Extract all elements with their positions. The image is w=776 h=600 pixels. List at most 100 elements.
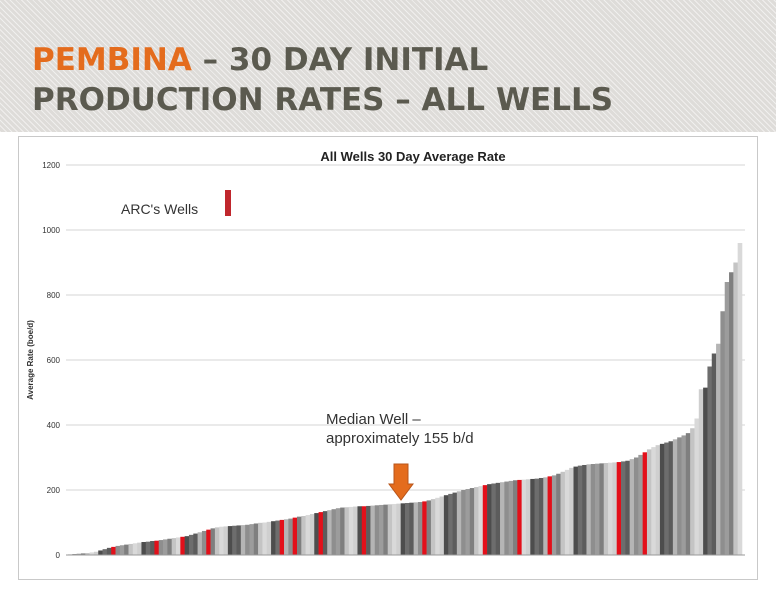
- bar-well: [685, 433, 691, 556]
- slide-title: PEMBINA – 30 DAY INITIAL PRODUCTION RATES…: [32, 40, 613, 120]
- bar-well: [344, 507, 350, 555]
- bar-well: [409, 502, 414, 555]
- chart-title: All Wells 30 Day Average Rate: [320, 149, 505, 164]
- slide-header: PEMBINA – 30 DAY INITIAL PRODUCTION RATES…: [0, 0, 776, 132]
- bar-well: [417, 502, 423, 555]
- bar-well: [253, 523, 259, 555]
- y-tick-label: 0: [56, 551, 61, 560]
- bar-arc-well: [206, 529, 211, 555]
- slide-title-highlight: PEMBINA: [32, 42, 192, 78]
- bar-well: [474, 487, 479, 555]
- y-axis-label: Average Rate (boe/d): [26, 320, 35, 400]
- bar-well: [443, 495, 449, 555]
- bar-arc-well: [111, 546, 116, 556]
- bar-well: [128, 543, 134, 555]
- bar-well: [249, 524, 255, 556]
- bar-well: [284, 519, 289, 555]
- bar-well: [102, 549, 108, 555]
- bar-well: [227, 526, 233, 555]
- bar-well: [89, 552, 95, 555]
- bar-well: [357, 506, 363, 555]
- bar-well: [694, 418, 700, 555]
- bar-well: [534, 478, 540, 556]
- bar-well: [322, 511, 328, 556]
- bar-well: [513, 480, 518, 555]
- bar-well: [439, 496, 445, 555]
- bar-well: [651, 447, 656, 555]
- bar-well: [646, 449, 652, 556]
- bar-well: [223, 526, 229, 555]
- bar-well: [577, 465, 583, 556]
- bar-well: [452, 492, 458, 555]
- bar-well: [469, 488, 475, 555]
- bar-well: [245, 524, 250, 555]
- y-tick-labels: 0 200 400 600 800 1000 1200: [42, 161, 60, 560]
- bar-well: [275, 520, 280, 555]
- bar-well: [633, 457, 639, 555]
- bar-well: [508, 480, 514, 555]
- bar-well: [698, 389, 704, 555]
- bar-well: [448, 493, 453, 555]
- bar-well: [258, 522, 263, 555]
- bar-well: [288, 518, 293, 555]
- bar-arc-well: [517, 479, 522, 555]
- bar-well: [370, 505, 376, 555]
- bar-well: [331, 509, 337, 555]
- bar-well: [296, 516, 302, 555]
- bar-well: [171, 538, 177, 555]
- bar-well: [76, 553, 82, 555]
- bar-well: [733, 262, 738, 555]
- bar-well: [720, 311, 726, 555]
- legend-swatch-arc-wells: [225, 190, 231, 216]
- bar-well: [119, 545, 125, 555]
- bar-well: [150, 541, 155, 555]
- bar-well: [491, 483, 497, 555]
- bar-well: [525, 479, 531, 555]
- bar-well: [314, 513, 319, 555]
- bar-well: [716, 343, 721, 555]
- bar-well: [668, 441, 674, 555]
- bar-well: [435, 497, 440, 555]
- bar-well: [564, 469, 570, 555]
- y-tick-label: 200: [47, 486, 61, 495]
- bar-well: [85, 553, 90, 555]
- bar-well: [711, 353, 717, 555]
- bar-well: [379, 504, 384, 555]
- bar-well: [599, 463, 605, 555]
- bar-arc-well: [279, 519, 285, 555]
- bar-well: [400, 503, 406, 555]
- median-annotation-line2: approximately 155 b/d: [326, 430, 474, 447]
- slide-title-line1: – 30 DAY INITIAL: [191, 42, 489, 78]
- bar-arc-well: [318, 512, 324, 555]
- bar-well: [500, 482, 505, 555]
- bar-well: [608, 462, 613, 555]
- bar-well: [595, 463, 600, 555]
- bar-well: [655, 445, 661, 555]
- bar-well: [167, 538, 172, 555]
- legend-label: ARC's Wells: [121, 201, 199, 217]
- bar-well: [504, 481, 509, 555]
- bar-well: [556, 473, 561, 555]
- bar-well: [495, 482, 501, 555]
- bar-well: [305, 515, 311, 555]
- bar-well: [236, 525, 242, 555]
- bar-well: [638, 454, 643, 555]
- bar-arc-well: [361, 506, 367, 555]
- bar-well: [737, 243, 743, 555]
- bar-well: [266, 521, 272, 555]
- bar-well: [214, 527, 220, 556]
- bar-well: [383, 504, 389, 556]
- bar-well: [487, 484, 492, 555]
- bar-well: [707, 366, 713, 555]
- bar-well: [145, 541, 151, 555]
- bar-well: [538, 477, 544, 555]
- bar-well: [98, 550, 103, 555]
- bar-well: [405, 503, 410, 555]
- bar-well: [621, 461, 626, 555]
- bar-well: [201, 530, 207, 555]
- bar-well: [590, 464, 596, 555]
- bar-well: [543, 477, 548, 555]
- bar-well: [132, 543, 138, 555]
- bar-well: [210, 528, 216, 555]
